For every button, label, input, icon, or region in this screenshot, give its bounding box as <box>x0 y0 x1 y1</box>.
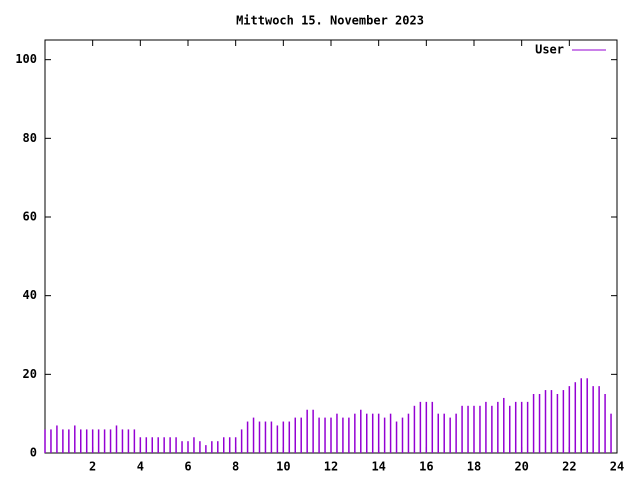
x-tick-label: 22 <box>562 460 576 474</box>
legend-label: User <box>535 43 564 57</box>
x-tick-label: 8 <box>232 460 239 474</box>
y-tick-label: 20 <box>23 367 37 381</box>
plot-border <box>44 39 618 454</box>
y-tick-label: 60 <box>23 210 37 224</box>
y-tick-label: 0 <box>30 446 37 460</box>
x-tick-label: 14 <box>371 460 385 474</box>
y-tick-label: 100 <box>15 52 37 66</box>
chart-title: Mittwoch 15. November 2023 <box>236 14 424 28</box>
y-tick-label: 40 <box>23 288 37 302</box>
x-tick-label: 18 <box>467 460 481 474</box>
x-tick-label: 16 <box>419 460 433 474</box>
x-tick-label: 2 <box>89 460 96 474</box>
x-tick-label: 10 <box>276 460 290 474</box>
x-tick-label: 24 <box>610 460 624 474</box>
x-tick-label: 20 <box>514 460 528 474</box>
x-tick-label: 12 <box>324 460 338 474</box>
x-tick-label: 6 <box>184 460 191 474</box>
x-tick-label: 4 <box>137 460 144 474</box>
y-tick-label: 80 <box>23 131 37 145</box>
